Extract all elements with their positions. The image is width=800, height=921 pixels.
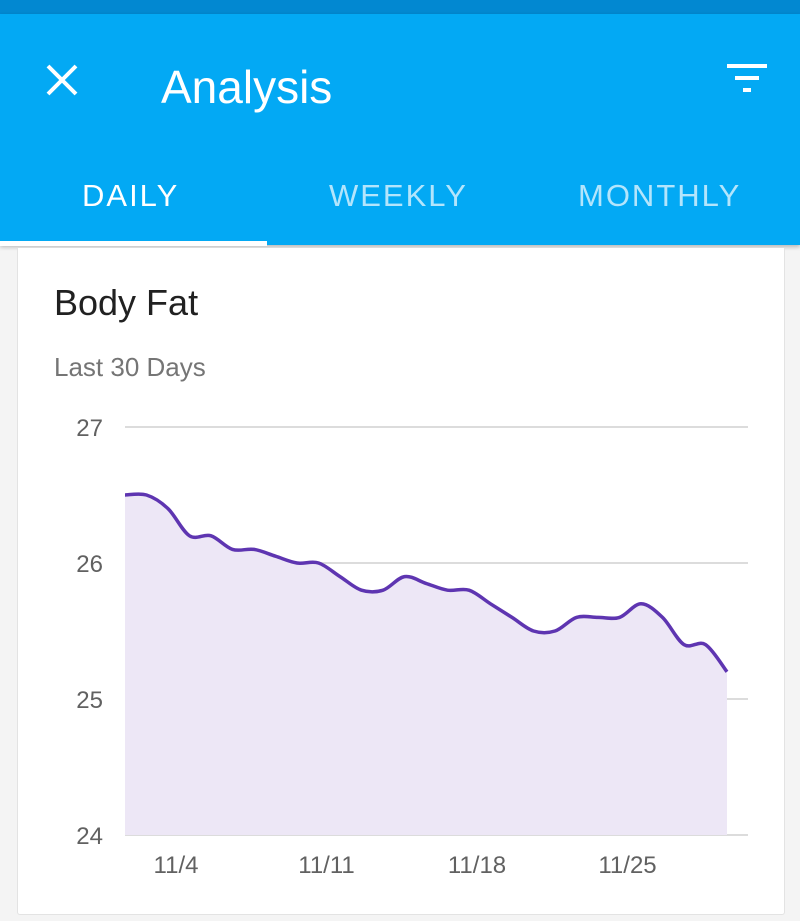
- filter-icon[interactable]: [724, 62, 770, 102]
- page-title: Analysis: [161, 61, 333, 113]
- y-tick-label: 24: [76, 823, 103, 850]
- tab-monthly[interactable]: MONTHLY: [578, 178, 742, 213]
- tab-daily[interactable]: DAILY: [82, 178, 180, 213]
- area-fill: [125, 493, 727, 835]
- x-tick-label: 11/18: [448, 852, 506, 879]
- series-line: [124, 492, 729, 673]
- y-tick-label: 27: [76, 415, 103, 442]
- x-tick-label: 11/11: [298, 852, 355, 879]
- tab-indicator: [0, 241, 267, 246]
- tab-weekly[interactable]: WEEKLY: [329, 178, 468, 213]
- y-tick-label: 25: [76, 687, 103, 714]
- y-tick-label: 26: [76, 551, 103, 578]
- x-tick-label: 11/25: [598, 852, 656, 879]
- status-bar: [0, 0, 800, 14]
- close-icon[interactable]: [40, 58, 84, 102]
- x-tick-label: 11/4: [154, 852, 199, 879]
- card-title: Body Fat: [54, 282, 199, 323]
- app-bar: Analysis DAILY WEEKLY MONTHLY: [0, 14, 800, 246]
- card-subtitle: Last 30 Days: [54, 352, 206, 382]
